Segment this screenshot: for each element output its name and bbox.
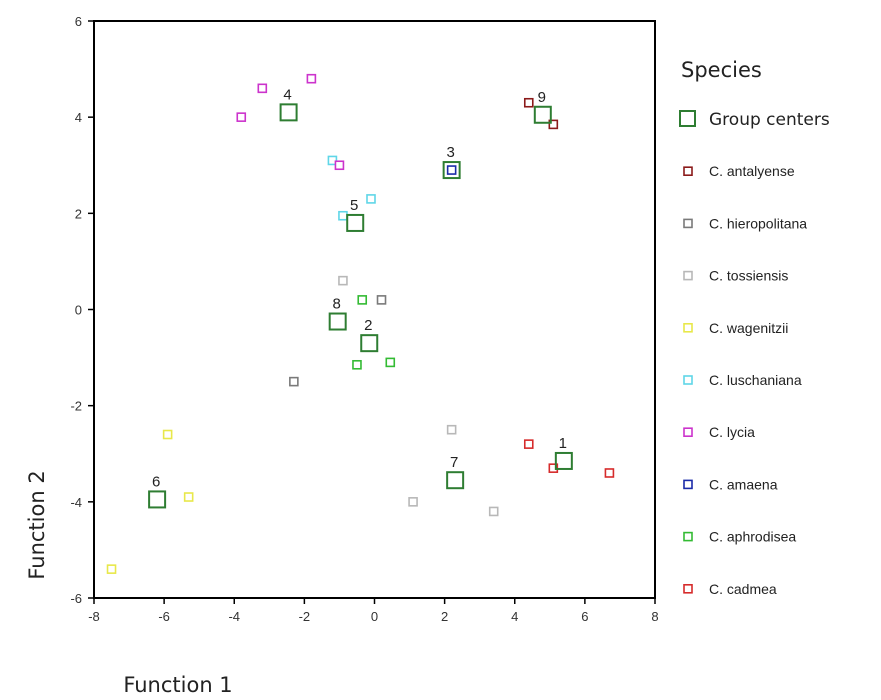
legend-marker <box>683 218 693 229</box>
x-tick-label: 8 <box>651 609 658 624</box>
data-point <box>183 492 194 502</box>
x-tick-label: 2 <box>441 609 448 624</box>
group-center-marker <box>533 105 552 124</box>
legend-marker <box>683 427 693 438</box>
group-center-marker <box>554 451 573 470</box>
legend-marker <box>683 479 693 490</box>
data-point <box>446 165 457 175</box>
x-tick-label: 6 <box>581 609 588 624</box>
data-point <box>446 424 457 435</box>
group-center-marker <box>346 213 365 232</box>
legend-label: C. cadmea <box>709 581 777 597</box>
legend-marker <box>683 166 693 176</box>
group-center-label: 9 <box>538 89 546 106</box>
data-point <box>327 155 338 166</box>
group-center-label: 3 <box>446 144 454 161</box>
group-center-marker <box>328 312 347 331</box>
data-point <box>357 295 368 305</box>
data-point <box>106 564 117 574</box>
x-tick-label: -2 <box>299 609 311 624</box>
group-center-label: 7 <box>450 454 458 471</box>
legend-label: C. wagenitzii <box>709 320 788 336</box>
plot-frame <box>93 20 656 599</box>
y-tick-label: 2 <box>75 206 82 221</box>
data-point <box>257 83 268 94</box>
data-point <box>306 73 317 84</box>
data-point <box>488 506 499 517</box>
x-tick-label: 0 <box>371 609 378 624</box>
legend-label: C. aphrodisea <box>709 529 796 545</box>
y-tick-label: -6 <box>70 591 82 606</box>
data-point <box>523 439 534 449</box>
legend-label: Group centers <box>709 110 830 130</box>
group-center-label: 5 <box>350 197 358 214</box>
x-tick-label: -8 <box>88 609 100 624</box>
legend-label: C. lycia <box>709 424 755 440</box>
legend-marker <box>683 322 693 333</box>
x-axis-title: Function 1 <box>123 673 232 697</box>
data-point <box>162 429 173 440</box>
y-tick-label: -4 <box>70 495 82 510</box>
group-centers: 1 2 3 4 5 6 7 8 9 <box>148 86 573 509</box>
legend-label: C. luschaniana <box>709 372 802 388</box>
data-point <box>334 160 345 171</box>
axes: -8 -6 -4 -2 0 2 4 6 8 6 4 2 0 -2 -4 -6 <box>70 14 658 624</box>
legend-marker <box>683 375 693 385</box>
y-tick-label: 4 <box>75 110 82 125</box>
group-center-marker <box>446 471 465 490</box>
y-tick-label: 0 <box>75 303 82 318</box>
data-point <box>289 376 299 387</box>
x-tick-label: -4 <box>228 609 240 624</box>
x-tick-label: -6 <box>158 609 170 624</box>
group-center-label: 1 <box>559 435 567 452</box>
legend: Species Group centers C. antalyense C. hie… <box>679 58 830 597</box>
data-points <box>106 73 615 574</box>
legend-marker <box>679 110 696 127</box>
data-point <box>338 275 348 286</box>
data-point <box>408 497 418 507</box>
x-tick-label: 4 <box>511 609 518 624</box>
data-point <box>236 112 247 122</box>
data-point <box>366 194 376 204</box>
legend-marker <box>683 270 693 281</box>
legend-marker <box>683 531 693 542</box>
group-center-label: 8 <box>333 296 341 313</box>
group-center-label: 4 <box>283 86 291 103</box>
data-point <box>604 468 615 478</box>
plot-area <box>93 20 656 599</box>
legend-title: Species <box>681 58 762 82</box>
legend-marker <box>683 583 693 594</box>
y-tick-label: -2 <box>70 399 82 414</box>
data-point <box>523 97 534 108</box>
group-center-marker <box>360 334 379 353</box>
group-center-marker <box>148 490 167 509</box>
group-center-label: 6 <box>152 473 160 490</box>
group-center-label: 2 <box>364 317 372 334</box>
data-point <box>548 119 559 130</box>
y-axis-title: Function 2 <box>25 470 49 579</box>
legend-label: C. tossiensis <box>709 268 788 284</box>
data-point <box>385 357 396 368</box>
group-center-marker <box>279 103 298 122</box>
legend-label: C. amaena <box>709 476 778 492</box>
group-center-marker <box>442 161 461 180</box>
legend-label: C. hieropolitana <box>709 215 807 231</box>
data-point <box>376 295 387 305</box>
data-point <box>338 210 348 221</box>
y-tick-label: 6 <box>75 14 82 29</box>
data-point <box>352 359 362 370</box>
legend-label: C. antalyense <box>709 163 795 179</box>
